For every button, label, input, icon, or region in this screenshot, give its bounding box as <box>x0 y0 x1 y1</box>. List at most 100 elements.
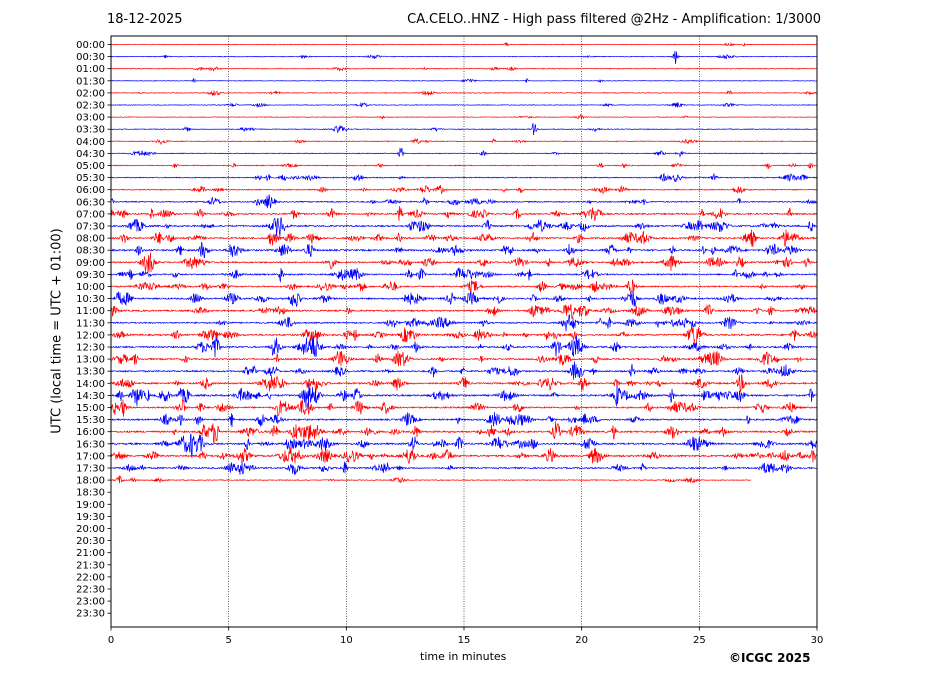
trace-0000 <box>110 42 818 47</box>
trace-0130 <box>110 77 818 84</box>
y-tick-label: 05:30 <box>76 173 105 184</box>
y-axis-label: UTC (local time = UTC + 01:00) <box>49 228 65 434</box>
y-tick-label: 21:30 <box>76 560 105 571</box>
y-tick-label: 21:00 <box>76 548 105 559</box>
trace-0430 <box>110 147 818 158</box>
y-tick-label: 12:30 <box>76 343 105 354</box>
y-tick-label: 00:00 <box>76 40 105 51</box>
trace-0200 <box>110 90 818 97</box>
y-tick-label: 19:00 <box>76 500 105 511</box>
y-tick-label: 04:30 <box>76 149 105 160</box>
y-tick-label: 18:00 <box>76 476 105 487</box>
trace-0930 <box>110 267 818 283</box>
trace-0830 <box>110 241 818 259</box>
trace-0230 <box>110 102 818 108</box>
y-tick-label: 23:00 <box>76 597 105 608</box>
y-tick-label: 15:00 <box>76 403 105 414</box>
seismic-traces <box>110 42 818 484</box>
y-tick-label: 10:00 <box>76 282 105 293</box>
y-tick-label: 11:00 <box>76 306 105 317</box>
y-tick-label: 16:30 <box>76 439 105 450</box>
trace-1430 <box>110 383 818 409</box>
y-tick-label: 11:30 <box>76 318 105 329</box>
trace-0500 <box>110 162 818 169</box>
y-tick-label: 03:30 <box>76 125 105 136</box>
y-tick-label: 05:00 <box>76 161 105 172</box>
y-tick-label: 08:30 <box>76 246 105 257</box>
trace-1300 <box>110 350 818 367</box>
x-tick-label: 5 <box>225 635 231 646</box>
y-tick-label: 20:00 <box>76 524 105 535</box>
trace-1200 <box>110 326 818 348</box>
y-tick-label: 01:00 <box>76 64 105 75</box>
y-tick-label: 14:00 <box>76 379 105 390</box>
trace-0100 <box>111 66 818 72</box>
x-axis-label: time in minutes <box>420 650 507 663</box>
y-tick-label: 07:30 <box>76 222 105 233</box>
trace-0630 <box>110 194 818 209</box>
y-tick-label: 13:00 <box>76 355 105 366</box>
trace-1500 <box>110 399 818 417</box>
trace-1030 <box>110 290 818 308</box>
y-tick-label: 19:30 <box>76 512 105 523</box>
chart-title: CA.CELO..HNZ - High pass filtered @2Hz -… <box>407 12 821 27</box>
y-tick-label: 14:30 <box>76 391 105 402</box>
x-tick-label: 15 <box>458 635 471 646</box>
y-tick-label: 00:30 <box>76 52 105 63</box>
x-tick-label: 25 <box>693 635 706 646</box>
y-tick-label: 07:00 <box>76 209 105 220</box>
trace-1130 <box>110 314 818 332</box>
y-tick-label: 18:30 <box>76 488 105 499</box>
y-tick-label: 09:30 <box>76 270 105 281</box>
trace-1600 <box>110 421 818 444</box>
trace-0900 <box>110 252 818 273</box>
x-tick-label: 10 <box>340 635 353 646</box>
y-tick-label: 20:30 <box>76 536 105 547</box>
y-tick-label: 10:30 <box>76 294 105 305</box>
x-tick-label: 0 <box>108 635 114 646</box>
y-tick-label: 03:00 <box>76 113 105 124</box>
trace-1730 <box>110 460 818 475</box>
trace-1000 <box>110 279 818 295</box>
trace-0800 <box>110 229 818 248</box>
trace-0400 <box>110 138 818 146</box>
trace-0600 <box>110 185 818 195</box>
copyright-text: ©ICGC 2025 <box>729 651 811 665</box>
trace-0530 <box>110 172 818 183</box>
trace-1100 <box>110 304 818 319</box>
y-tick-label: 13:30 <box>76 367 105 378</box>
trace-1800 <box>110 475 752 484</box>
x-tick-label: 30 <box>811 635 824 646</box>
y-tick-label: 12:00 <box>76 330 105 341</box>
y-tick-label: 22:30 <box>76 585 105 596</box>
y-tick-label: 15:30 <box>76 415 105 426</box>
y-tick-label: 02:00 <box>76 88 105 99</box>
trace-1630 <box>110 433 818 458</box>
trace-1700 <box>110 447 818 465</box>
y-tick-label: 06:00 <box>76 185 105 196</box>
trace-1330 <box>110 361 818 380</box>
y-tick-label: 16:00 <box>76 427 105 438</box>
y-tick-label: 17:30 <box>76 464 105 475</box>
trace-1400 <box>110 373 818 394</box>
y-tick-label: 08:00 <box>76 234 105 245</box>
vertical-gridlines <box>228 36 700 627</box>
y-tick-label: 09:00 <box>76 258 105 269</box>
y-tick-label: 02:30 <box>76 101 105 112</box>
trace-0330 <box>110 123 818 136</box>
x-tick-label: 20 <box>575 635 588 646</box>
y-tick-label: 23:30 <box>76 609 105 620</box>
trace-0730 <box>110 217 818 237</box>
trace-1530 <box>110 412 818 428</box>
trace-0300 <box>110 113 818 120</box>
y-tick-label: 17:00 <box>76 451 105 462</box>
trace-0030 <box>111 50 818 65</box>
date-label: 18-12-2025 <box>107 12 183 27</box>
trace-1230 <box>110 335 818 358</box>
y-tick-label: 06:30 <box>76 197 105 208</box>
trace-0700 <box>110 206 818 222</box>
y-tick-label: 01:30 <box>76 76 105 87</box>
x-axis-ticks: 0 5 10 15 20 25 30 <box>108 627 824 646</box>
